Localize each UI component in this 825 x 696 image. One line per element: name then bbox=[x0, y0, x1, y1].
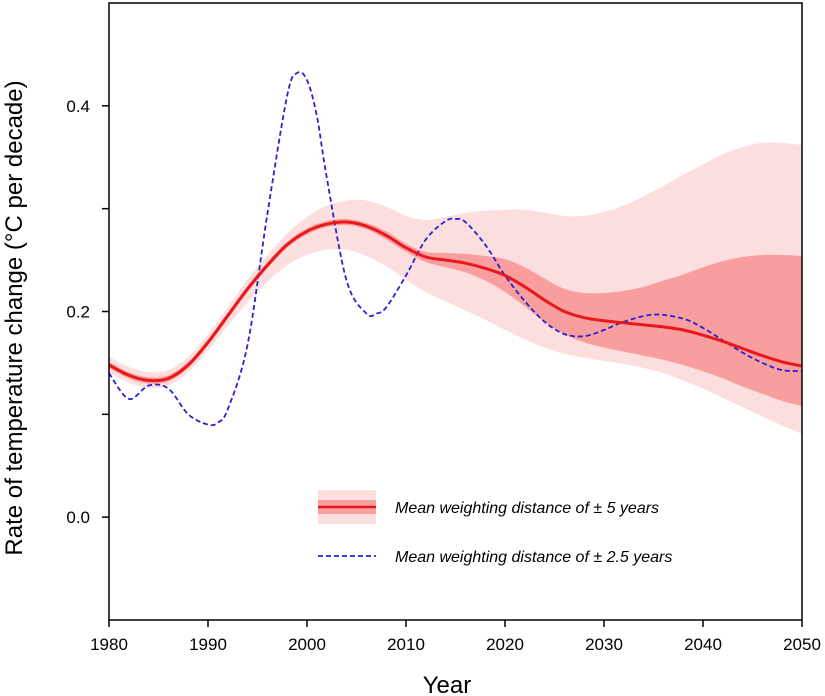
series-lines bbox=[108, 71, 803, 427]
x-axis-title: Year bbox=[423, 672, 472, 696]
series-line-2-5-years bbox=[108, 71, 803, 427]
x-tick-label: 2030 bbox=[585, 635, 623, 654]
y-tick-label: 0.0 bbox=[66, 508, 90, 527]
x-tick-label: 1980 bbox=[90, 635, 128, 654]
y-axis-ticks: 0.0 0.2 0.4 bbox=[66, 97, 109, 527]
series-line-5-years bbox=[108, 220, 803, 383]
y-tick-label: 0.2 bbox=[66, 303, 90, 322]
y-axis-title: Rate of temperature change (°C per decad… bbox=[1, 80, 28, 555]
plot-area: 1980 1990 2000 2010 2020 2030 2040 2050 0.00.20… bbox=[66, 2, 821, 654]
y-tick-label: 0.4 bbox=[66, 97, 90, 116]
x-tick-label: 2010 bbox=[387, 635, 425, 654]
x-axis-ticks: 1980 1990 2000 2010 2020 2030 2040 2050 bbox=[90, 620, 821, 654]
outer-uncertainty-band bbox=[109, 142, 802, 434]
x-tick-label: 2040 bbox=[684, 635, 722, 654]
x-tick-label: 1990 bbox=[189, 635, 227, 654]
x-tick-label: 2000 bbox=[288, 635, 326, 654]
legend-label-2-5-years: Mean weighting distance of ± 2.5 years bbox=[395, 549, 672, 566]
x-tick-label: 2050 bbox=[783, 635, 821, 654]
legend: Mean weighting distance of ± 5 years Mea… bbox=[318, 490, 672, 566]
legend-label-5-years: Mean weighting distance of ± 5 years bbox=[395, 500, 659, 517]
inner-uncertainty-band bbox=[109, 218, 802, 407]
uncertainty-bands bbox=[109, 142, 802, 434]
x-tick-label: 2020 bbox=[486, 635, 524, 654]
